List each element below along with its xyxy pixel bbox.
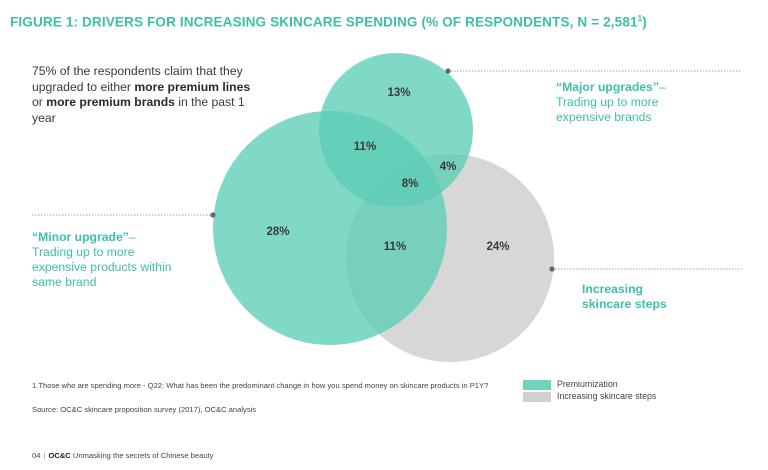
pct-steps-only: 24% xyxy=(486,241,509,253)
major-upgrades-label: “Major upgrades”– Trading up to more exp… xyxy=(556,80,666,124)
leader-minor-dot xyxy=(210,212,216,218)
figure-title: FIGURE 1: DRIVERS FOR INCREASING SKINCAR… xyxy=(10,14,647,30)
source-note: Source: OC&C skincare proposition survey… xyxy=(32,405,257,414)
page-footer: 04 | OC&C Unmasking the secrets of Chinese… xyxy=(32,451,214,460)
pct-minor-only: 28% xyxy=(266,226,289,238)
pct-major-minor: 11% xyxy=(354,141,376,153)
report-title: Unmasking the secrets of Chinese beauty xyxy=(72,451,214,460)
increasing-steps-label: Increasing skincare steps xyxy=(582,282,667,311)
page-number: 04 xyxy=(32,451,41,460)
legend-item-premiumization: Premiumization xyxy=(523,379,618,390)
pct-all-three: 8% xyxy=(402,178,419,190)
brand-name: OC&C xyxy=(48,451,71,460)
pct-minor-steps: 11% xyxy=(384,241,406,253)
legend-swatch-premiumization xyxy=(523,379,551,390)
leader-major-dot xyxy=(445,68,451,74)
pct-major-steps: 4% xyxy=(440,161,457,173)
pct-major-only: 13% xyxy=(387,87,410,99)
circle-major-upgrades xyxy=(319,53,473,207)
minor-upgrade-label: “Minor upgrade”– Trading up to more expe… xyxy=(32,230,172,289)
footnote: 1.Those who are spending more - Q22: Wha… xyxy=(32,381,489,390)
claim-text: 75% of the respondents claim that they u… xyxy=(32,64,251,125)
legend-swatch-steps xyxy=(523,391,551,402)
legend-item-steps: Increasing skincare steps xyxy=(523,391,656,402)
leader-steps-dot xyxy=(549,266,555,272)
